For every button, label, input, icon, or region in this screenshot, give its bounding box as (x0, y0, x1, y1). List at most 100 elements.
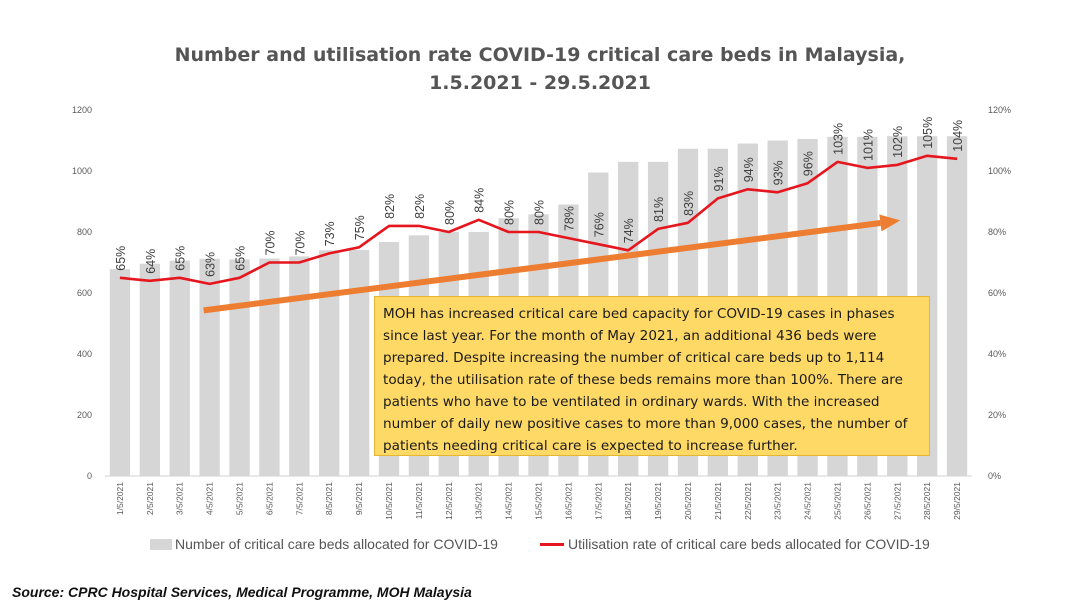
x-tick-label: 12/5/2021 (444, 482, 454, 520)
data-label: 83% (682, 191, 696, 216)
right-axis-tick-label: 80% (988, 227, 1006, 237)
data-label: 102% (891, 126, 905, 158)
data-label: 80% (503, 200, 517, 225)
x-tick-label: 11/5/2021 (414, 482, 424, 519)
data-label: 80% (443, 200, 457, 225)
x-tick-label: 2/5/2021 (145, 482, 155, 515)
x-tick-label: 22/5/2021 (743, 482, 753, 520)
data-label: 82% (383, 194, 397, 219)
left-axis-tick-label: 1200 (72, 105, 92, 115)
legend-bar-swatch (150, 538, 172, 550)
data-label: 93% (772, 160, 786, 185)
chart-title-line2: 1.5.2021 - 29.5.2021 (429, 72, 651, 94)
right-axis-tick-label: 0% (988, 471, 1001, 481)
bar-beds-8/5/2021 (319, 250, 340, 476)
x-tick-label: 21/5/2021 (713, 482, 723, 520)
x-tick-label: 1/5/2021 (115, 482, 125, 515)
x-tick-label: 25/5/2021 (832, 482, 842, 520)
left-axis-tick-label: 400 (77, 349, 92, 359)
data-label: 84% (473, 188, 487, 213)
legend-line-label: Utilisation rate of critical care beds a… (568, 536, 930, 552)
x-axis-labels: 1/5/2021 2/5/2021 3/5/2021 4/5/2021 5/5/2021… (115, 482, 962, 520)
x-tick-label: 15/5/2021 (534, 482, 544, 520)
right-axis-tick-label: 60% (988, 288, 1006, 298)
data-label: 65% (234, 246, 248, 271)
bar-beds-3/5/2021 (169, 260, 190, 476)
x-tick-label: 14/5/2021 (504, 482, 514, 520)
data-label: 104% (951, 120, 965, 152)
x-tick-label: 29/5/2021 (952, 482, 962, 520)
x-tick-label: 27/5/2021 (892, 482, 902, 520)
right-axis-tick-label: 20% (988, 410, 1006, 420)
x-tick-label: 18/5/2021 (623, 482, 633, 520)
utilisation-rate-line (119, 154, 958, 286)
data-label: 65% (174, 246, 188, 271)
x-tick-label: 7/5/2021 (294, 482, 304, 515)
data-label: 101% (861, 129, 875, 161)
x-tick-label: 23/5/2021 (773, 482, 783, 520)
legend-bar-label: Number of critical care beds allocated f… (175, 536, 498, 552)
data-label: 76% (592, 212, 606, 237)
data-label: 105% (921, 117, 935, 149)
data-label: 63% (204, 252, 218, 277)
x-tick-label: 8/5/2021 (324, 482, 334, 515)
bar-beds-5/5/2021 (229, 259, 250, 476)
x-tick-label: 28/5/2021 (922, 482, 932, 520)
x-tick-label: 3/5/2021 (175, 482, 185, 515)
bar-beds-9/5/2021 (348, 249, 370, 476)
right-axis: 0% 20% 40% 60% 80% 100% 120% (988, 105, 1011, 481)
x-tick-label: 10/5/2021 (384, 482, 394, 520)
trend-arrow (203, 214, 901, 314)
right-axis-tick-label: 40% (988, 349, 1006, 359)
bar-beds-6/5/2021 (259, 258, 280, 476)
bar-beds-2/5/2021 (139, 263, 161, 476)
x-tick-label: 19/5/2021 (653, 482, 663, 520)
x-tick-label: 6/5/2021 (264, 482, 274, 515)
right-axis-tick-label: 100% (988, 166, 1011, 176)
data-label: 91% (712, 166, 726, 191)
data-label: 70% (293, 230, 307, 255)
utilisation-data-labels: 65% 64% 65% 63% 65% 70% 70% 73% 75% 82% 82% 80% 84% 8… (114, 117, 965, 277)
data-label: 65% (114, 246, 128, 271)
annotation-box: MOH has increased critical care bed capa… (374, 296, 930, 456)
x-tick-label: 5/5/2021 (235, 482, 245, 515)
x-tick-label: 13/5/2021 (474, 482, 484, 520)
x-tick-label: 17/5/2021 (593, 482, 603, 520)
bar-beds-1/5/2021 (109, 269, 131, 476)
bar-beds-29/5/2021 (946, 136, 968, 477)
data-label: 94% (742, 157, 756, 182)
left-axis-tick-label: 800 (77, 227, 92, 237)
bar-beds-4/5/2021 (199, 258, 220, 476)
left-axis-tick-label: 0 (87, 471, 92, 481)
trend-arrow-head (879, 214, 901, 232)
left-axis-tick-label: 1000 (72, 166, 92, 176)
source-note: Source: CPRC Hospital Services, Medical … (12, 584, 472, 600)
chart-title-line1: Number and utilisation rate COVID-19 cri… (174, 44, 906, 66)
left-axis-tick-label: 200 (77, 410, 92, 420)
x-tick-label: 20/5/2021 (683, 482, 693, 520)
data-label: 70% (263, 230, 277, 255)
x-tick-label: 9/5/2021 (354, 482, 364, 515)
utilisation-line (119, 154, 958, 286)
x-tick-label: 24/5/2021 (803, 482, 813, 520)
data-label: 96% (802, 151, 816, 176)
data-label: 81% (652, 197, 666, 222)
data-label: 80% (533, 200, 547, 225)
right-axis-tick-label: 120% (988, 105, 1011, 115)
legend-line-swatch (540, 542, 564, 546)
data-label: 103% (831, 123, 845, 155)
x-tick-label: 16/5/2021 (563, 482, 573, 520)
x-tick-label: 4/5/2021 (205, 482, 215, 515)
data-label: 78% (562, 206, 576, 231)
left-axis-tick-label: 600 (77, 288, 92, 298)
data-label: 82% (413, 194, 427, 219)
x-tick-label: 26/5/2021 (862, 482, 872, 520)
legend-bars: Number of critical care beds allocated f… (150, 536, 498, 552)
data-label: 64% (144, 249, 158, 274)
data-label: 75% (353, 215, 367, 240)
data-label: 74% (622, 218, 636, 243)
trend-arrow-shaft (203, 219, 881, 314)
data-label: 73% (323, 221, 337, 246)
legend-line: Utilisation rate of critical care beds a… (540, 536, 930, 552)
bar-beds-7/5/2021 (289, 256, 310, 476)
